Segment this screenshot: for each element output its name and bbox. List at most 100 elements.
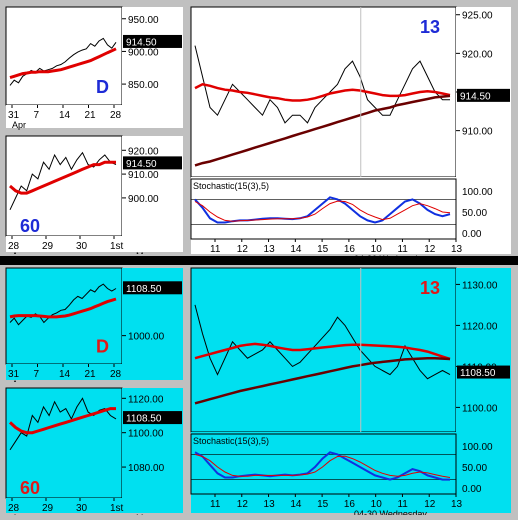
stoch-area (190, 433, 457, 495)
y-tick-label: 1100.00 (128, 429, 164, 440)
timeframe-label: 13 (420, 17, 440, 37)
chart-svg-nq-d: 1000.00 1108.50 31 7 14 21 28 Apr D (5, 267, 183, 382)
y-tick-label: 1120.00 (462, 321, 498, 332)
y-tick-label: 950.00 (128, 15, 159, 26)
x-tick-label: 10 (371, 244, 383, 255)
y-tick-label: 850.00 (128, 80, 159, 91)
moving-average-dark (194, 94, 451, 167)
y-tick-label: 1130.00 (462, 280, 498, 291)
moving-average-red (194, 82, 451, 102)
x-axis-area (6, 498, 122, 513)
x-sublabel: Apr (12, 251, 26, 254)
axis-area (456, 268, 511, 513)
x-tick-label: 30 (76, 503, 88, 514)
y-tick-label: 920.00 (462, 49, 493, 60)
x-sublabel: Apr (12, 513, 26, 515)
price-tag-label: 914.50 (460, 91, 491, 102)
stoch-k-line (194, 451, 450, 481)
chart-svg-es-60: 900.00 910.00 920.00 914.50 28 29 30 1st Apr May 6… (5, 135, 183, 254)
horizontal-divider (0, 256, 518, 265)
moving-average-line (8, 407, 116, 435)
timeframe-label: D (96, 77, 109, 97)
chart-svg-es-13: 910.00915.00920.00925.00914.5013Stochast… (190, 6, 511, 256)
x-sublabel: Apr (12, 120, 26, 130)
x-tick-label: 15 (317, 244, 329, 255)
chart-panel-nq-d: 1000.00 1108.50 31 7 14 21 28 Apr D (4, 266, 185, 382)
moving-average-line (9, 297, 117, 319)
moving-average-red (194, 342, 451, 361)
axis-area (122, 7, 183, 128)
x-tick-label: 16 (344, 499, 356, 510)
x-sublabel: Apr (12, 379, 26, 382)
y-tick-label: 910.00 (462, 127, 493, 138)
price-tag-label: 1108.50 (460, 368, 496, 379)
stoch-d-line (194, 200, 451, 222)
x-tick-label: 13 (264, 244, 276, 255)
x-tick-label: 28 (110, 369, 122, 380)
x-tick-label: 1st (110, 503, 124, 514)
x-tick-label: 30 (76, 241, 88, 252)
stoch-tick-label: 0.00 (462, 484, 482, 495)
plot-area (5, 387, 123, 499)
x-tick-label: 31 (8, 110, 20, 121)
chart-panel-es-13: 910.00915.00920.00925.00914.5013Stochast… (189, 5, 513, 256)
stoch-tick-label: 100.00 (462, 187, 493, 198)
x-tick-label: 28 (110, 110, 122, 121)
date-label: 04-30 Wednesday (354, 509, 427, 515)
stoch-tick-label: 50.00 (462, 208, 487, 219)
x-tick-label: 13 (264, 499, 276, 510)
price-line (194, 45, 450, 124)
date-label: 04-30 Wednesday (354, 254, 427, 256)
x-tick-label: 11 (397, 499, 408, 510)
x-tick-label: 7 (34, 369, 40, 380)
chart-panel-es-d: 850.00 900.00 950.00 914.50 31 7 14 21 28 Apr D (4, 5, 185, 130)
x-tick-label: 13 (451, 244, 463, 255)
plot-area (190, 267, 457, 433)
x-tick-label: 31 (8, 369, 20, 380)
chart-svg-es-d: 850.00 900.00 950.00 914.50 31 7 14 21 28 Apr D (5, 6, 183, 130)
axis-area (122, 136, 183, 252)
x-tick-label: 14 (59, 110, 71, 121)
x-tick-label: 28 (8, 241, 20, 252)
x-tick-label: 11 (397, 244, 408, 255)
chart-panel-nq-60: 1080.00 1100.00 1120.00 1108.50 28 29 30 1st Apr… (4, 386, 185, 515)
stoch-label: Stochastic(15(3),5) (193, 181, 269, 191)
price-tag-box (123, 34, 182, 48)
x-tick-label: 11 (210, 244, 221, 255)
price-line (9, 151, 117, 211)
price-tag-label: 914.50 (126, 159, 157, 170)
price-tag-box (123, 281, 182, 295)
x-tick-label: 1st (110, 241, 124, 252)
moving-average-line (9, 47, 117, 80)
stoch-label: Stochastic(15(3),5) (193, 436, 269, 446)
price-tag-box (123, 411, 182, 425)
y-tick-label: 1080.00 (128, 463, 165, 474)
price-tag-label: 914.50 (126, 37, 157, 48)
x-tick-label: 12 (424, 244, 436, 255)
timeframe-label: 13 (420, 278, 440, 298)
timeframe-label: D (96, 336, 109, 356)
x-axis-area (6, 105, 122, 128)
x-tick-label: 14 (290, 499, 302, 510)
x-tick-label: 10 (371, 499, 383, 510)
stoch-tick-label: 0.00 (462, 229, 482, 240)
chart-panel-nq-13: 1100.001110.001120.001130.001108.5013Sto… (189, 266, 513, 515)
stoch-d-line (194, 453, 451, 478)
x-tick-label: 11 (210, 499, 221, 510)
stoch-tick-label: 100.00 (462, 442, 493, 453)
x-tick-label: 28 (8, 503, 20, 514)
x-tick-label: 16 (344, 244, 356, 255)
stoch-tick-label: 50.00 (462, 463, 487, 474)
chart-panel-es-60: 900.00 910.00 920.00 914.50 28 29 30 1st Apr May 6… (4, 134, 185, 254)
x-tick-label: 21 (85, 369, 97, 380)
y-tick-label: 1000.00 (128, 332, 165, 343)
x-tick-label: 29 (42, 503, 54, 514)
price-tag-label: 1108.50 (126, 284, 162, 295)
price-tag-box (457, 365, 510, 379)
axis-area (122, 388, 183, 513)
axis-area (456, 7, 511, 254)
y-tick-label: 910.00 (128, 170, 159, 181)
x-tick-label: 14 (290, 244, 302, 255)
x-tick-label: 29 (42, 241, 54, 252)
